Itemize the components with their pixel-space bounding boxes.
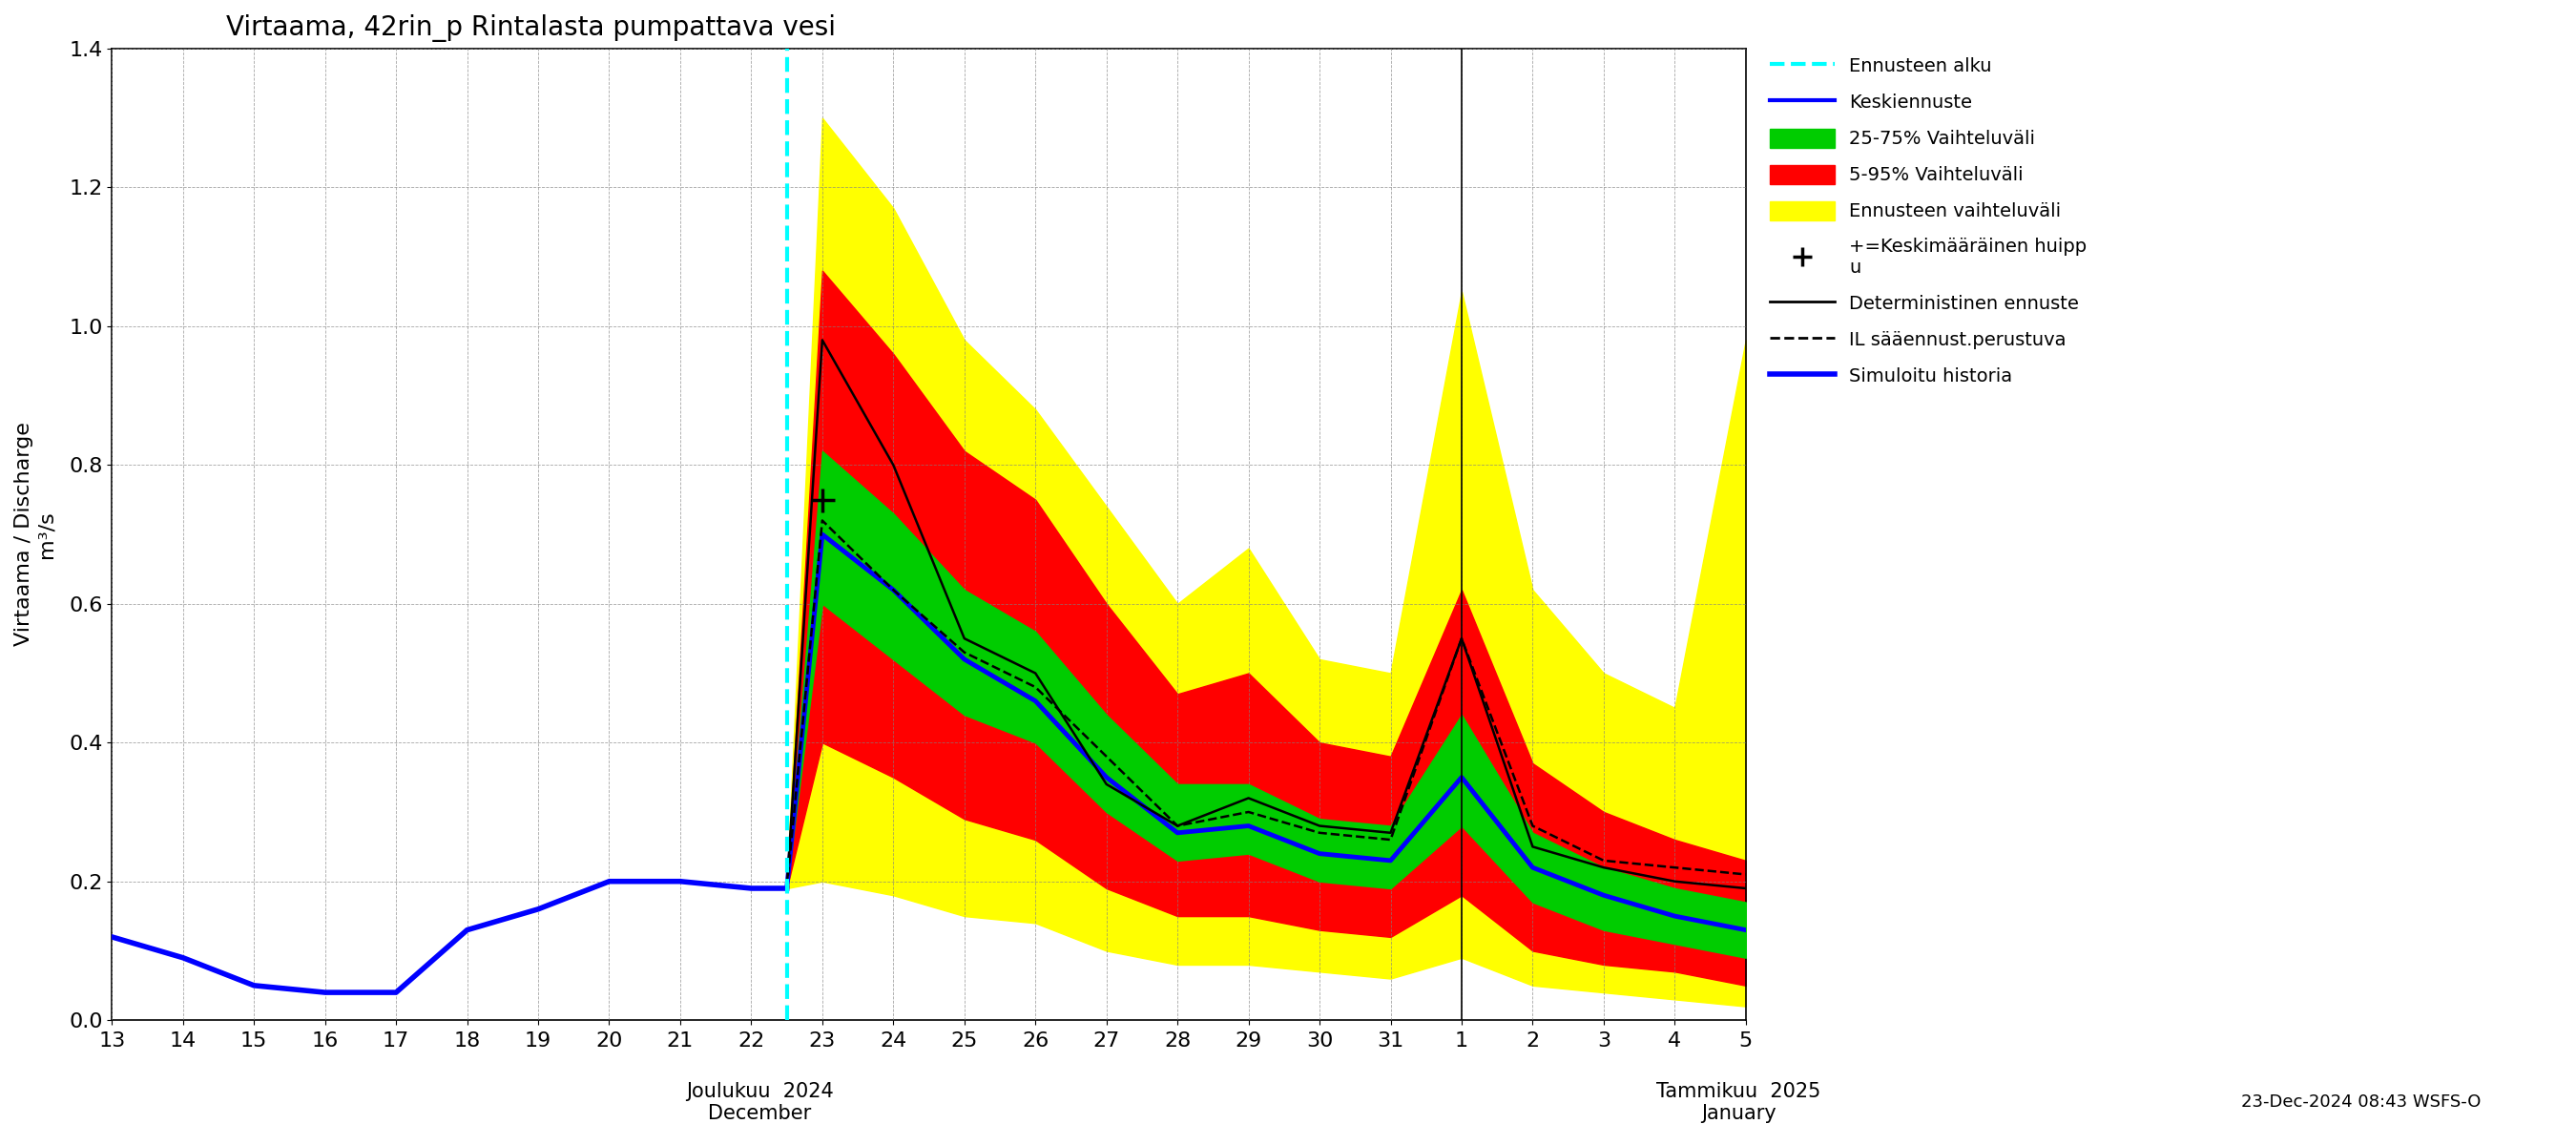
Legend: Ennusteen alku, Keskiennuste, 25-75% Vaihteluväli, 5-95% Vaihteluväli, Ennusteen: Ennusteen alku, Keskiennuste, 25-75% Vai… [1762,48,2094,393]
Text: 23-Dec-2024 08:43 WSFS-O: 23-Dec-2024 08:43 WSFS-O [2241,1093,2481,1111]
Y-axis label: Virtaama / Discharge
m³/s: Virtaama / Discharge m³/s [15,423,57,647]
Text: Tammikuu  2025
January: Tammikuu 2025 January [1656,1082,1821,1123]
Text: Joulukuu  2024
December: Joulukuu 2024 December [685,1082,835,1123]
Text: Virtaama, 42rin_p Rintalasta pumpattava vesi: Virtaama, 42rin_p Rintalasta pumpattava … [227,14,837,42]
